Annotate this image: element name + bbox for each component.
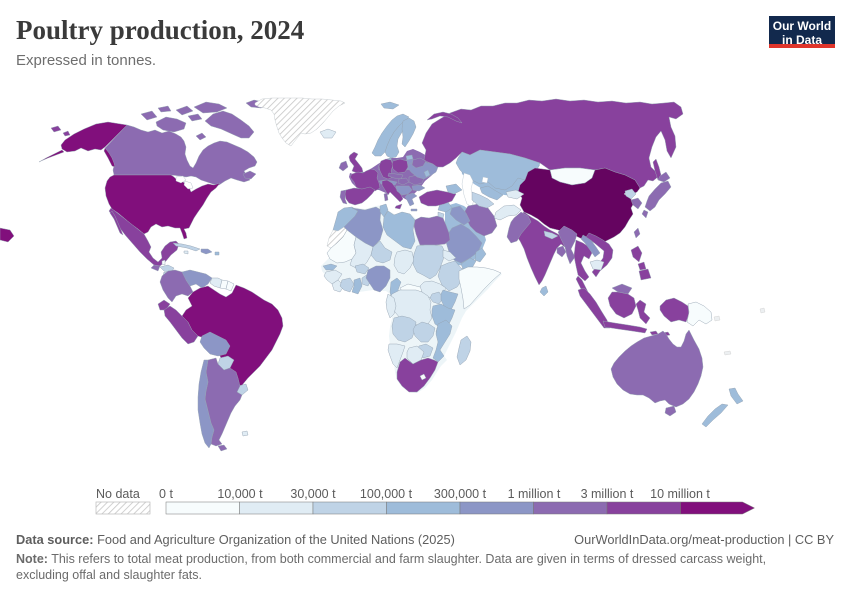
svg-text:100,000 t: 100,000 t [360, 488, 413, 501]
svg-text:10,000 t: 10,000 t [217, 488, 263, 501]
svg-text:300,000 t: 300,000 t [434, 488, 487, 501]
svg-text:1 million t: 1 million t [508, 488, 561, 501]
svg-text:0 t: 0 t [159, 488, 173, 501]
svg-text:30,000 t: 30,000 t [290, 488, 336, 501]
svg-text:3 million t: 3 million t [581, 488, 634, 501]
svg-text:10 million t: 10 million t [650, 488, 710, 501]
svg-text:No data: No data [96, 488, 140, 501]
